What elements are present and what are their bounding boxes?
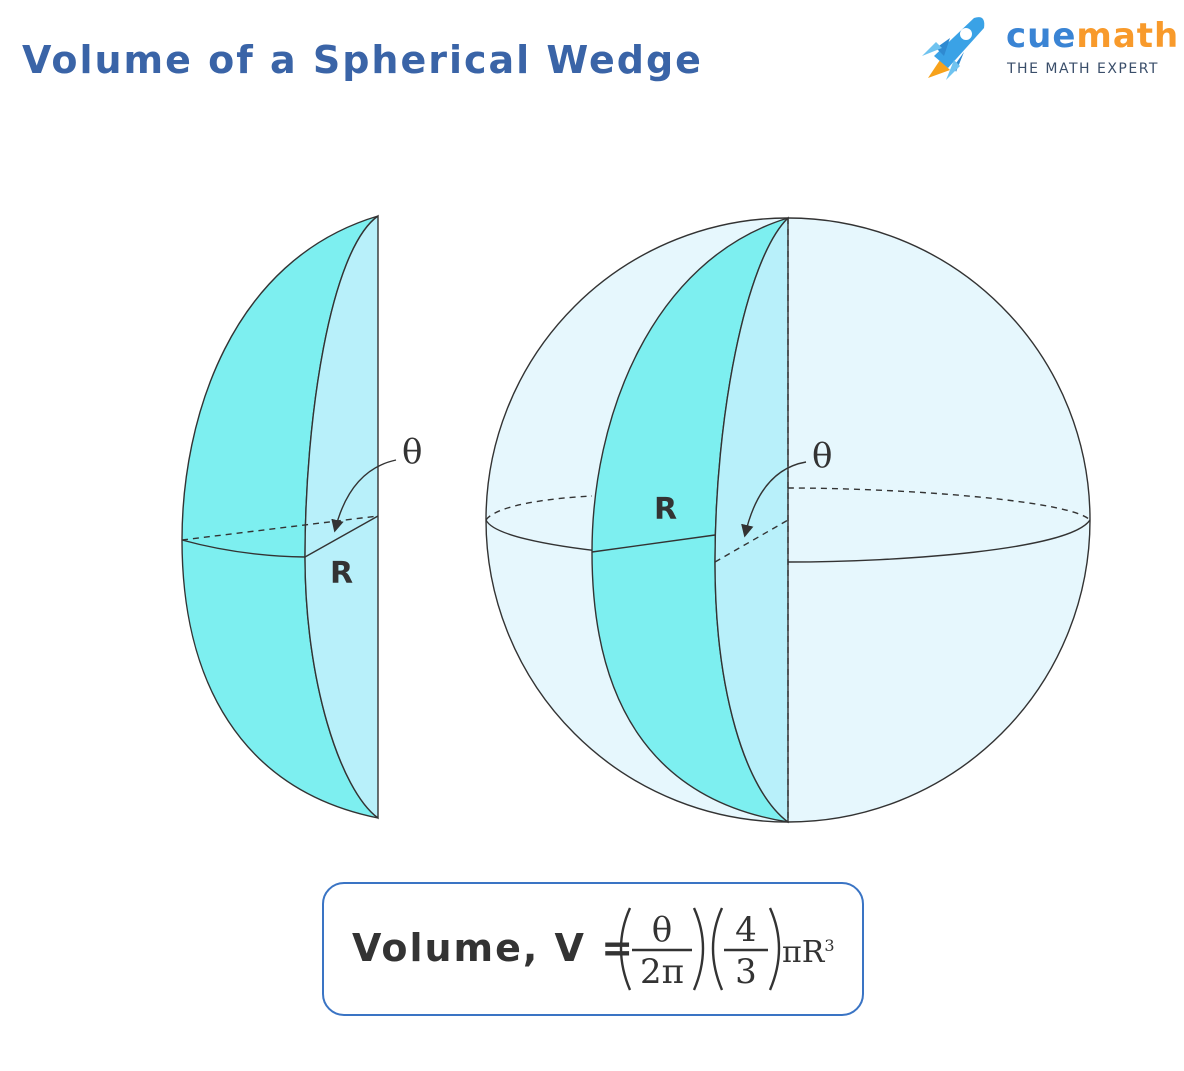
left-theta-label: θ (402, 432, 423, 472)
brand-tagline: THE MATH EXPERT (1007, 61, 1159, 77)
right-radius-label: R (654, 492, 678, 527)
left-wedge-equator (181, 539, 306, 558)
brand-name: cuemath (1006, 16, 1180, 56)
right-angle-arrow (741, 461, 807, 538)
left-angle-arrow (331, 459, 397, 533)
formula-tail: πR3 (782, 935, 835, 970)
fraction2-numerator: 4 (735, 910, 757, 950)
brand-logo: cuemath THE MATH EXPERT (914, 8, 1178, 88)
left-radius-line (304, 515, 379, 558)
right-theta-label: θ (812, 436, 833, 476)
fraction1-numerator: θ (651, 910, 673, 950)
rocket-icon (922, 17, 985, 80)
right-radius-dashed (714, 519, 789, 563)
formula-lead: Volume, V = (352, 926, 636, 970)
formula-exponent: 3 (824, 936, 835, 955)
fraction1-denominator: 2π (640, 952, 684, 992)
right-sphere (485, 216, 1091, 824)
left-wedge (181, 214, 397, 820)
sphere-equator-back (485, 487, 1091, 521)
fraction2-denominator: 3 (735, 952, 757, 992)
formula-box (322, 882, 864, 1016)
page-title: Volume of a Spherical Wedge (22, 38, 703, 82)
right-radius-line (591, 534, 716, 553)
left-radius-label: R (330, 556, 354, 591)
